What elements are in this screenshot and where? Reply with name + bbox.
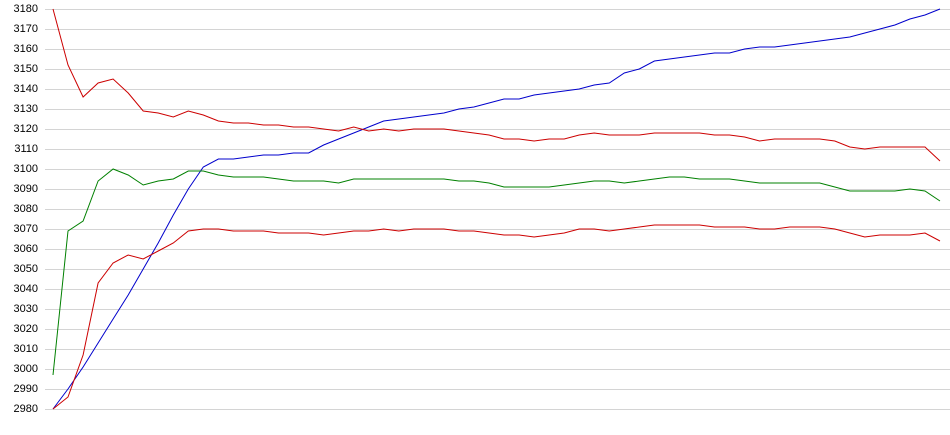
y-tick-label: 3060 (14, 243, 38, 255)
y-tick-label: 3010 (14, 343, 38, 355)
y-tick-label: 3180 (14, 3, 38, 15)
y-tick-label: 2990 (14, 383, 38, 395)
y-tick-label: 3170 (14, 23, 38, 35)
y-tick-label: 3070 (14, 223, 38, 235)
y-tick-label: 3000 (14, 363, 38, 375)
y-tick-label: 3160 (14, 43, 38, 55)
y-tick-label: 3140 (14, 83, 38, 95)
series-line (52, 224, 941, 410)
y-tick-label: 3020 (14, 323, 38, 335)
series-line (52, 168, 941, 376)
y-tick-label: 3130 (14, 103, 38, 115)
y-tick-label: 3080 (14, 203, 38, 215)
y-tick-label: 3090 (14, 183, 38, 195)
y-tick-label: 3050 (14, 263, 38, 275)
y-tick-label: 3100 (14, 163, 38, 175)
y-tick-label: 3120 (14, 123, 38, 135)
y-tick-label: 3030 (14, 303, 38, 315)
y-tick-label: 3150 (14, 63, 38, 75)
series-line (52, 8, 941, 162)
y-tick-label: 3040 (14, 283, 38, 295)
y-tick-label: 2980 (14, 403, 38, 415)
y-tick-label: 3110 (14, 143, 38, 155)
